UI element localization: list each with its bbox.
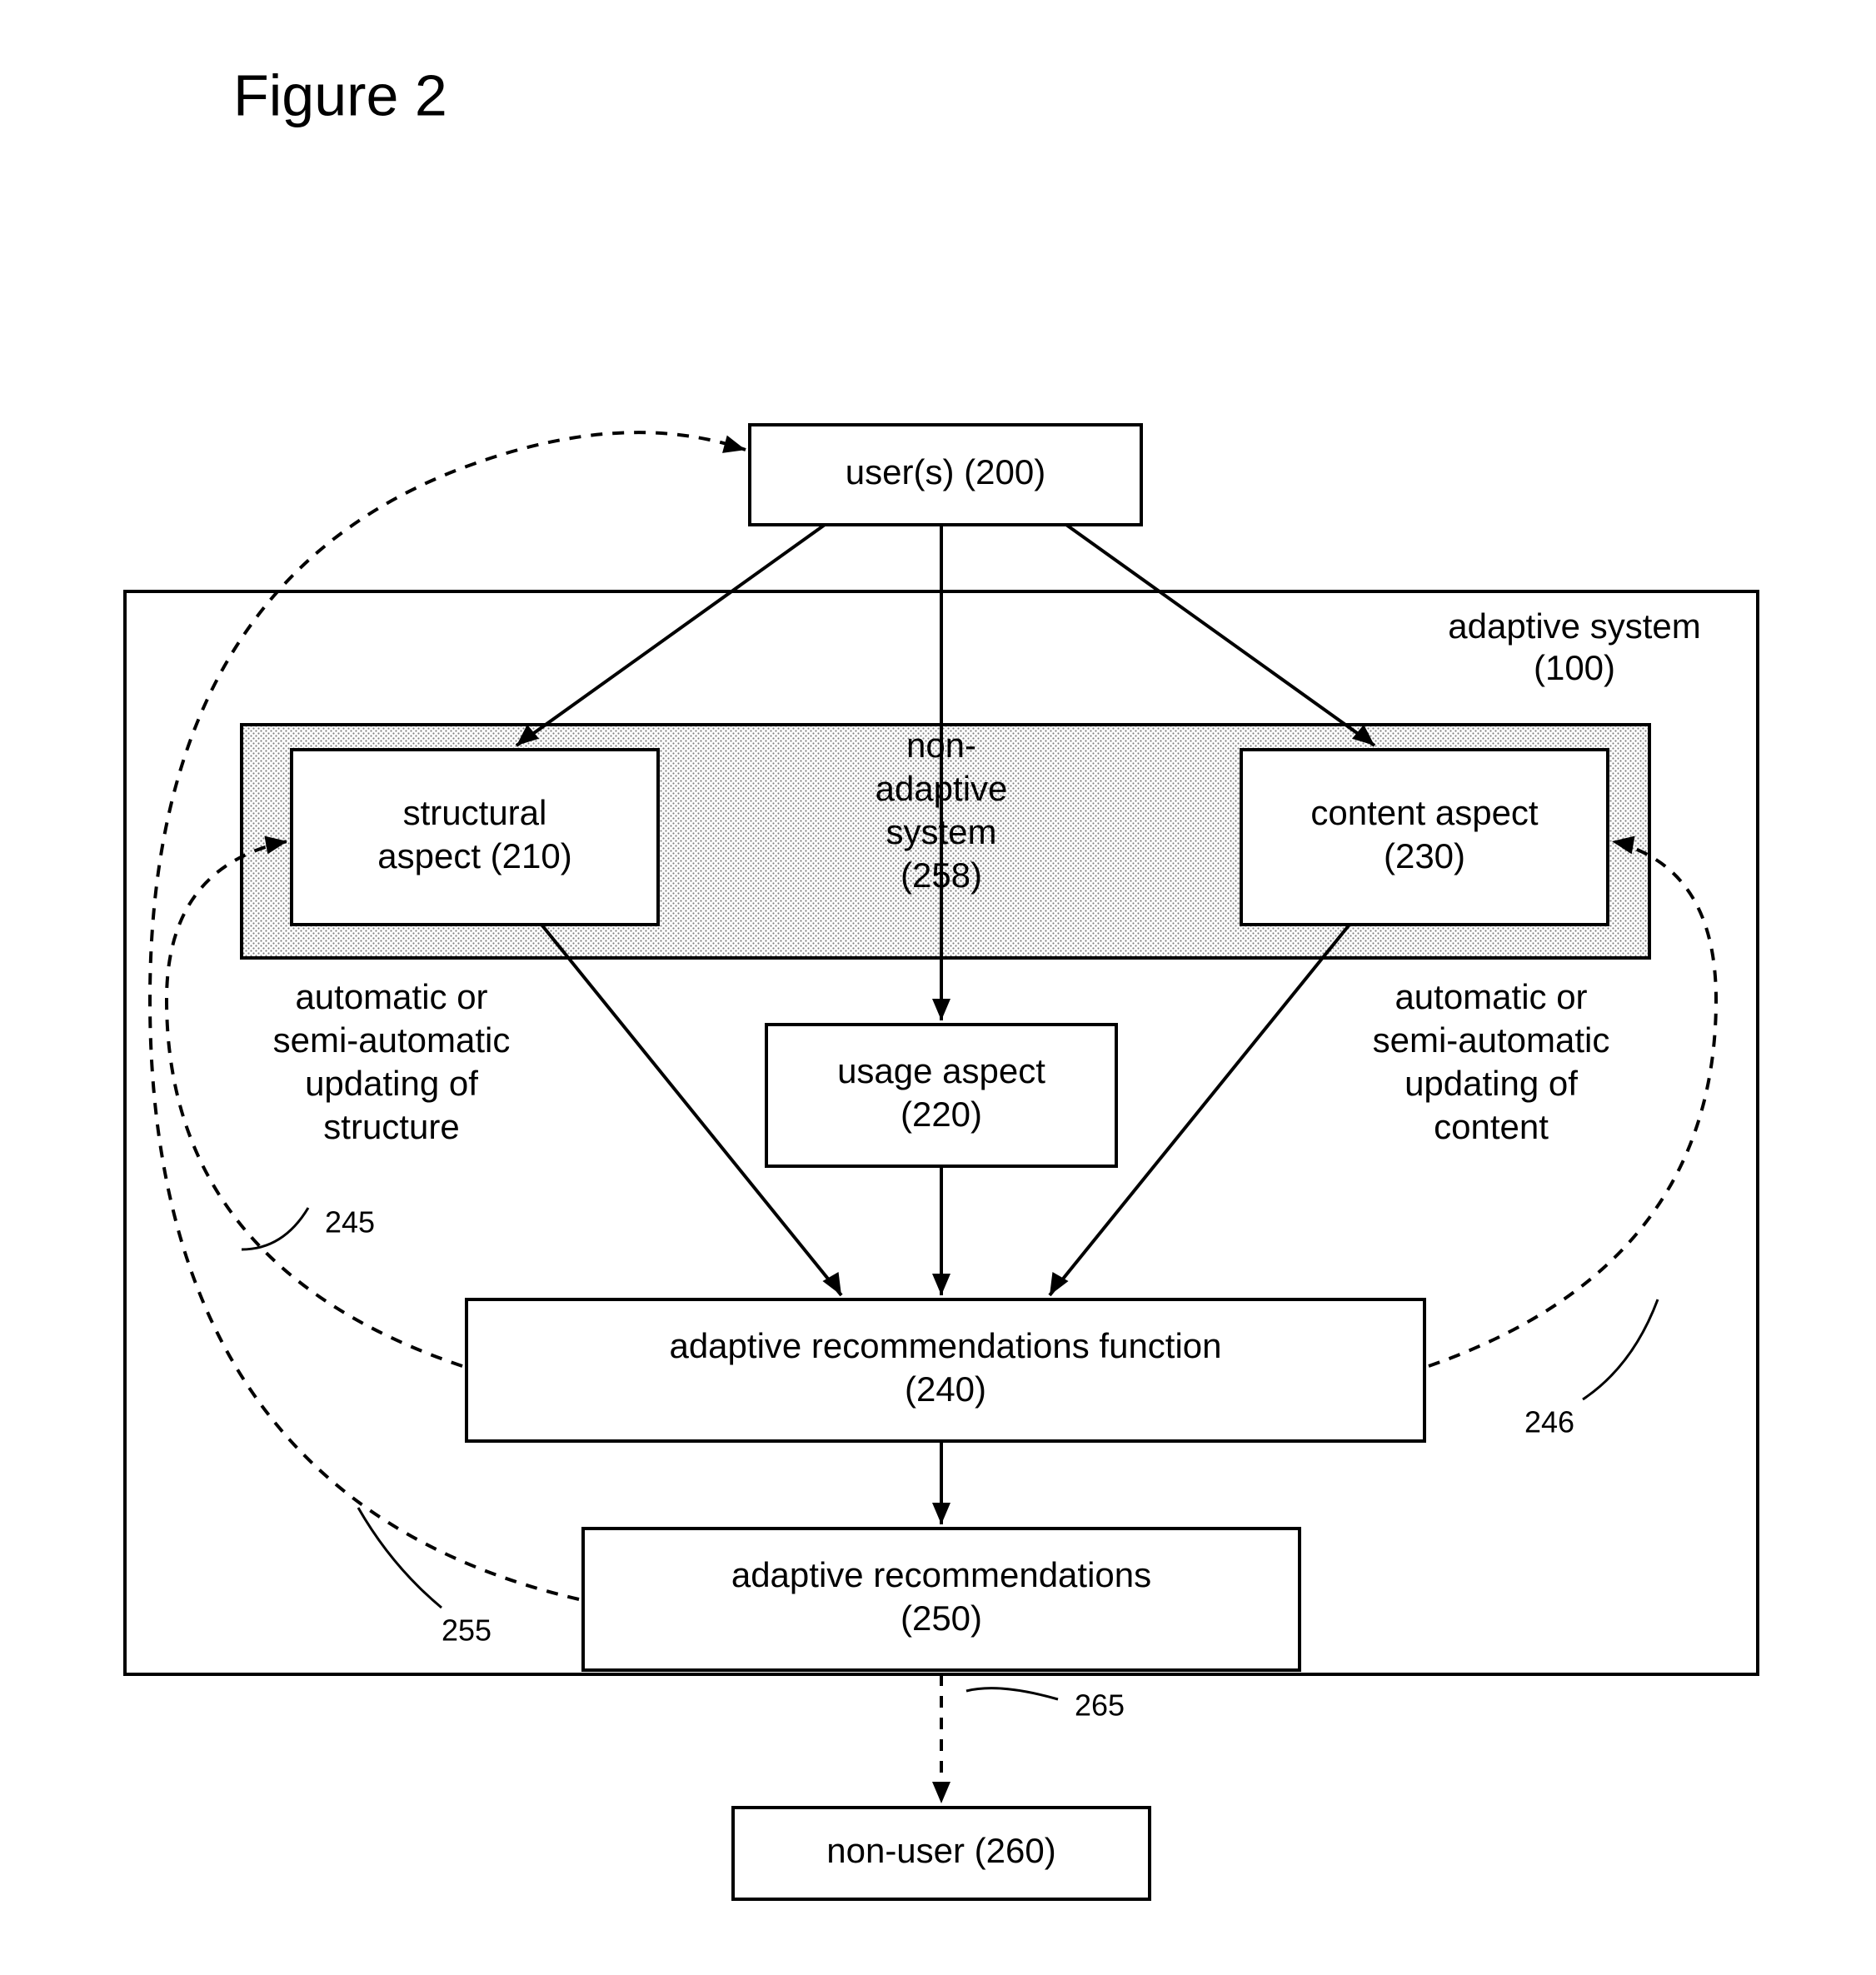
- right-update-label: content: [1434, 1107, 1549, 1146]
- ref-r245: 245: [325, 1205, 375, 1239]
- structural-label: structural: [403, 793, 547, 832]
- left-update-label: semi-automatic: [273, 1020, 511, 1060]
- ar-label: adaptive recommendations: [731, 1555, 1151, 1594]
- ref-r265: 265: [1075, 1688, 1125, 1723]
- ref-r246: 246: [1524, 1405, 1574, 1439]
- right-update-label: updating of: [1405, 1064, 1578, 1103]
- usage-label: (220): [901, 1095, 982, 1134]
- arf-label: adaptive recommendations function: [669, 1326, 1221, 1365]
- ar-label: (250): [901, 1598, 982, 1638]
- structural-label: aspect (210): [377, 836, 571, 875]
- figure-diagram: Figure 2adaptive system(100)non-adaptive…: [0, 0, 1876, 1975]
- arf-label: (240): [905, 1369, 986, 1409]
- content-label: content aspect: [1310, 793, 1539, 832]
- arrowhead: [932, 1782, 950, 1803]
- content-label: (230): [1384, 836, 1465, 875]
- adaptive-system-label-num: (100): [1534, 648, 1615, 687]
- right-update-label: automatic or: [1395, 977, 1587, 1016]
- nonuser-label: non-user (260): [826, 1831, 1055, 1870]
- usage-label: usage aspect: [837, 1051, 1045, 1090]
- left-update-label: structure: [323, 1107, 459, 1146]
- adaptive-system-label: adaptive system: [1448, 606, 1700, 646]
- left-update-label: updating of: [305, 1064, 478, 1103]
- left-update-label: automatic or: [295, 977, 487, 1016]
- arrowhead: [722, 436, 746, 453]
- users-label: user(s) (200): [846, 452, 1045, 491]
- figure-title: Figure 2: [233, 62, 447, 127]
- right-update-label: semi-automatic: [1373, 1020, 1610, 1060]
- leader-r265: [966, 1688, 1058, 1699]
- ref-r255: 255: [442, 1613, 491, 1648]
